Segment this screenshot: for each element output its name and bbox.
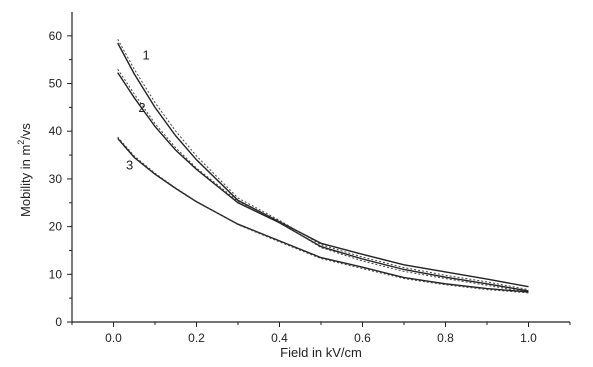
curve-label-1: 1 [143,48,150,63]
series-group [117,38,529,294]
curve-label-group: 1 2 3 [126,48,150,173]
x-tick-label: 0.2 [188,331,205,345]
tick-group: 0.0 0.2 0.4 0.6 0.8 1.0 0 10 20 30 40 50 60 [49,29,571,345]
y-tick-label: 40 [49,124,63,138]
series-1-solid-line [117,42,529,288]
series-1-dotted-line [117,38,529,291]
series-2-dotted-line [117,68,529,293]
x-tick-label: 0.6 [354,331,371,345]
y-axis-label: Mobility in m2/vs [16,123,33,217]
series-2-solid-line [117,72,529,292]
y-tick-label: 30 [49,172,63,186]
x-tick-label: 0.4 [271,331,288,345]
y-tick-label: 10 [49,267,63,281]
curve-label-2: 2 [138,100,145,115]
x-tick-label: 0.8 [437,331,454,345]
y-axis-label-main: Mobility in m [18,145,33,217]
y-axis-label-tail: /vs [18,123,33,140]
x-tick-label: 0.0 [105,331,122,345]
y-tick-label: 20 [49,220,63,234]
y-tick-label: 50 [49,77,63,91]
y-tick-label: 0 [55,315,62,329]
series-3-solid-line [117,137,529,293]
series-3-dotted-line [117,136,529,294]
x-axis-label: Field in kV/cm [280,345,362,360]
y-axis-label-superscript: 2 [16,140,26,145]
x-tick-label: 1.0 [520,331,537,345]
curve-label-3: 3 [126,157,133,172]
y-tick-label: 60 [49,29,63,43]
